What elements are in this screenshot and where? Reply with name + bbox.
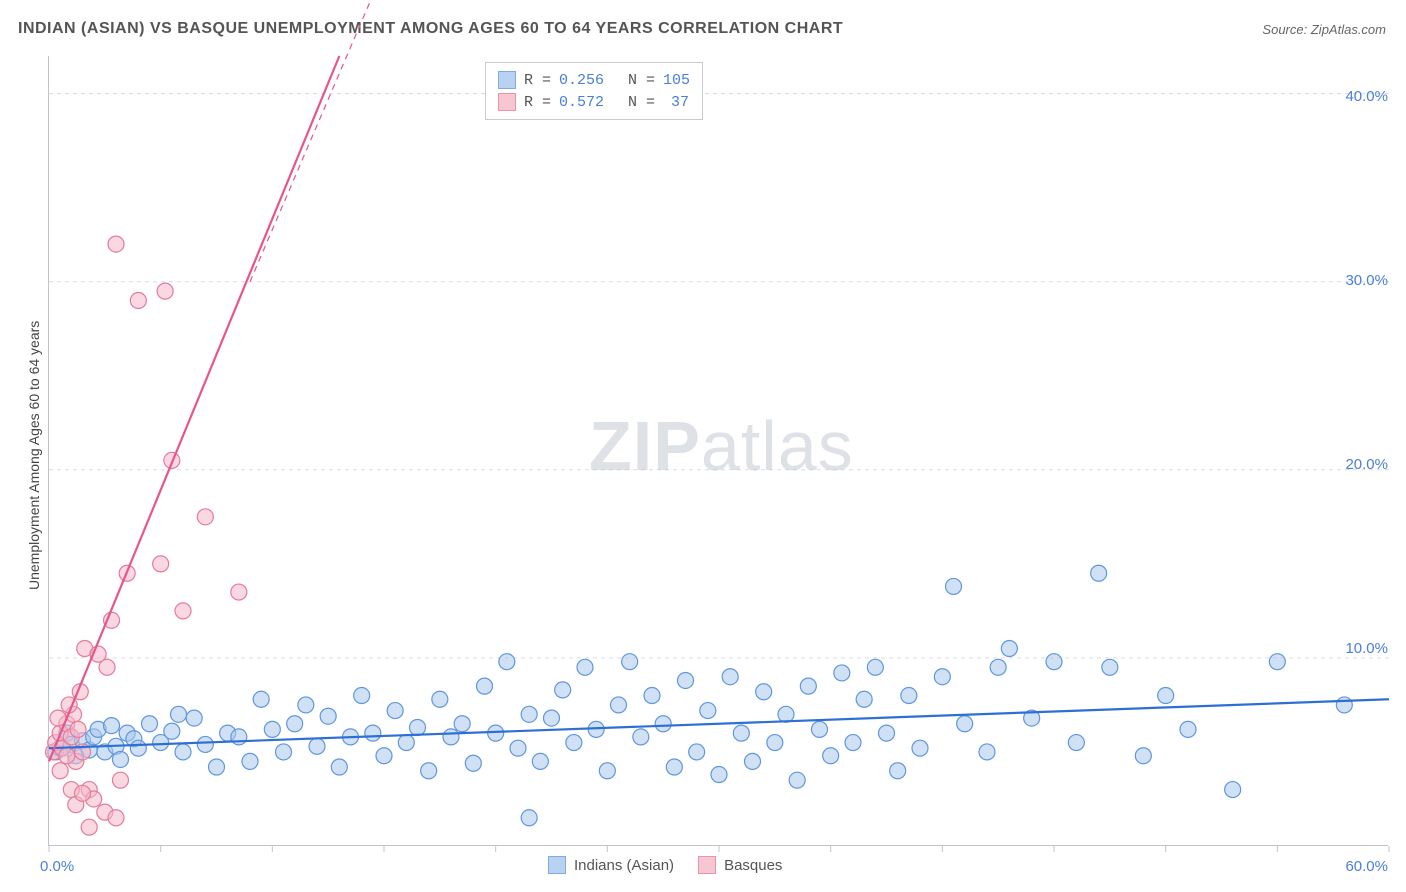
legend-stats-box: R = 0.256 N = 105 R = 0.572 N = 37 <box>485 62 703 120</box>
x-tick-60: 60.0% <box>1345 858 1388 875</box>
legend-swatch-basques-b <box>698 856 716 874</box>
legend-r-value-2: 0.572 <box>559 94 604 111</box>
chart-title: INDIAN (ASIAN) VS BASQUE UNEMPLOYMENT AM… <box>18 20 843 38</box>
y-tick-40: 40.0% <box>1345 88 1388 105</box>
legend-label-basques: Basques <box>724 857 782 874</box>
legend-r-value-1: 0.256 <box>559 72 604 89</box>
legend-n-label-2: N = <box>628 94 655 111</box>
source-attribution: Source: ZipAtlas.com <box>1262 22 1386 37</box>
legend-item-indians: Indians (Asian) <box>548 856 674 874</box>
legend-swatch-indians-b <box>548 856 566 874</box>
chart-svg <box>49 56 1388 845</box>
y-tick-20: 20.0% <box>1345 456 1388 473</box>
plot-area: ZIPatlas <box>48 56 1388 846</box>
source-label: Source: <box>1262 22 1307 37</box>
legend-swatch-basques <box>498 93 516 111</box>
legend-series: Indians (Asian) Basques <box>548 856 782 874</box>
legend-n-value-1: 105 <box>663 72 690 89</box>
legend-r-label-2: R = <box>524 94 551 111</box>
source-name: ZipAtlas.com <box>1311 22 1386 37</box>
y-tick-10: 10.0% <box>1345 640 1388 657</box>
legend-row-basques: R = 0.572 N = 37 <box>498 91 690 113</box>
x-tick-0: 0.0% <box>40 858 74 875</box>
legend-item-basques: Basques <box>698 856 782 874</box>
legend-r-label-1: R = <box>524 72 551 89</box>
legend-n-value-2: 37 <box>663 94 689 111</box>
legend-row-indians: R = 0.256 N = 105 <box>498 69 690 91</box>
legend-swatch-indians <box>498 71 516 89</box>
legend-n-label-1: N = <box>628 72 655 89</box>
y-axis-label: Unemployment Among Ages 60 to 64 years <box>26 321 42 590</box>
legend-label-indians: Indians (Asian) <box>574 857 674 874</box>
y-tick-30: 30.0% <box>1345 272 1388 289</box>
